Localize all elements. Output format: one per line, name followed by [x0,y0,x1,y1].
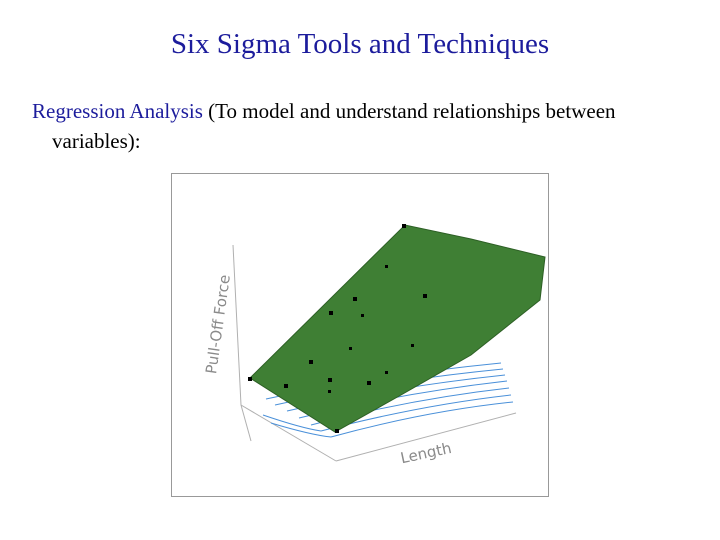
data-points [248,224,427,433]
description: (To model and understand relationships b… [52,99,616,153]
slide-title: Six Sigma Tools and Techniques [170,28,550,60]
regression-surface [249,224,546,433]
term: Regression Analysis [32,99,203,123]
axes [232,244,517,462]
surface-plot: Pull-Off Force Length [171,173,549,497]
slide-text: Regression Analysis (To model and unders… [32,96,692,156]
